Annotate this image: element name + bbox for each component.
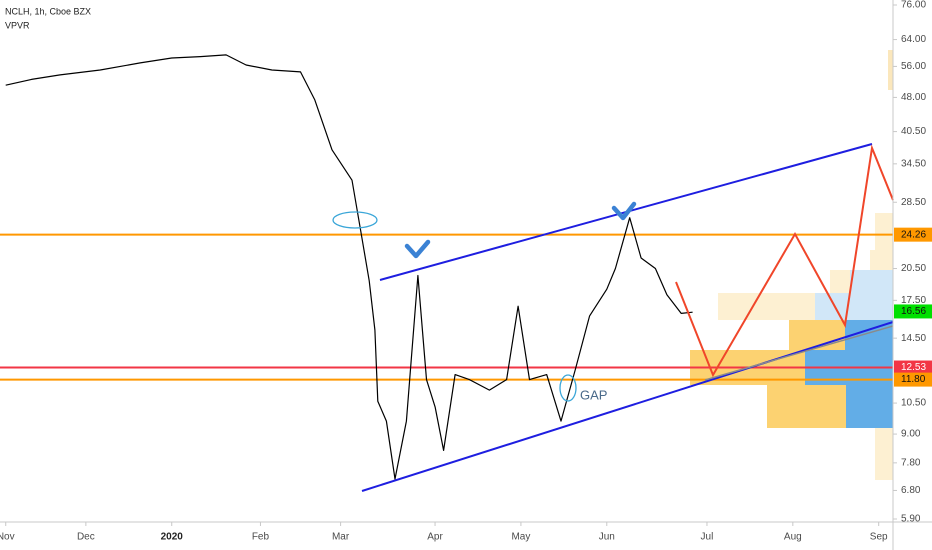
y-tick-label: 28.50 [901,197,926,208]
ellipse [559,374,577,402]
projection [675,144,894,378]
price-badge [894,304,932,319]
y-tick-label: 20.50 [901,263,926,274]
y-tick-label: 34.50 [901,158,926,169]
x-tick-label: Nov [0,532,15,543]
x-tick-label: Feb [252,532,270,543]
x-tick-label: May [511,532,530,543]
chart-subtitle: VPVR [5,20,30,30]
x-tick-label: Dec [77,532,95,543]
price-badge-label: 11.80 [901,374,926,385]
channel-lower [361,321,894,492]
chart-title: NCLH, 1h, Cboe BZX [5,6,91,16]
ellipse [332,211,378,229]
check-mark [404,239,431,259]
x-tick-label: Aug [784,532,802,543]
x-tick-label: Mar [332,532,350,543]
y-tick-label: 14.50 [901,333,926,344]
x-tick-label: 2020 [161,532,184,543]
price-layer [5,54,693,480]
x-tick-label: Sep [870,532,888,543]
price-badge-label: 24.26 [901,229,926,240]
grey-line [704,325,894,381]
price-badge-label: 12.53 [901,362,926,373]
y-tick-label: 10.50 [901,398,926,409]
y-tick-label: 48.00 [901,92,926,103]
check-mark [611,201,637,221]
drawings [332,143,894,492]
y-tick-label: 7.80 [901,457,921,468]
y-tick-label: 6.80 [901,485,921,496]
price-badge-label: 16.56 [901,306,926,317]
x-tick-label: Jul [701,532,714,543]
y-tick-label: 76.00 [901,0,926,11]
y-tick-label: 5.90 [901,514,921,525]
y-tick-label: 56.00 [901,61,926,72]
y-tick-label: 9.00 [901,429,921,440]
y-tick-label: 64.00 [901,34,926,45]
y-tick-label: 17.50 [901,295,926,306]
annotation: GAP [580,387,607,402]
price-badge [894,227,932,242]
x-tick-label: Jun [599,532,615,543]
levels [0,233,893,381]
price-badge [894,360,932,375]
y-tick-label: 40.50 [901,126,926,137]
price-badge [894,372,932,387]
price-line [5,54,693,480]
x-tick-label: Apr [427,532,443,543]
